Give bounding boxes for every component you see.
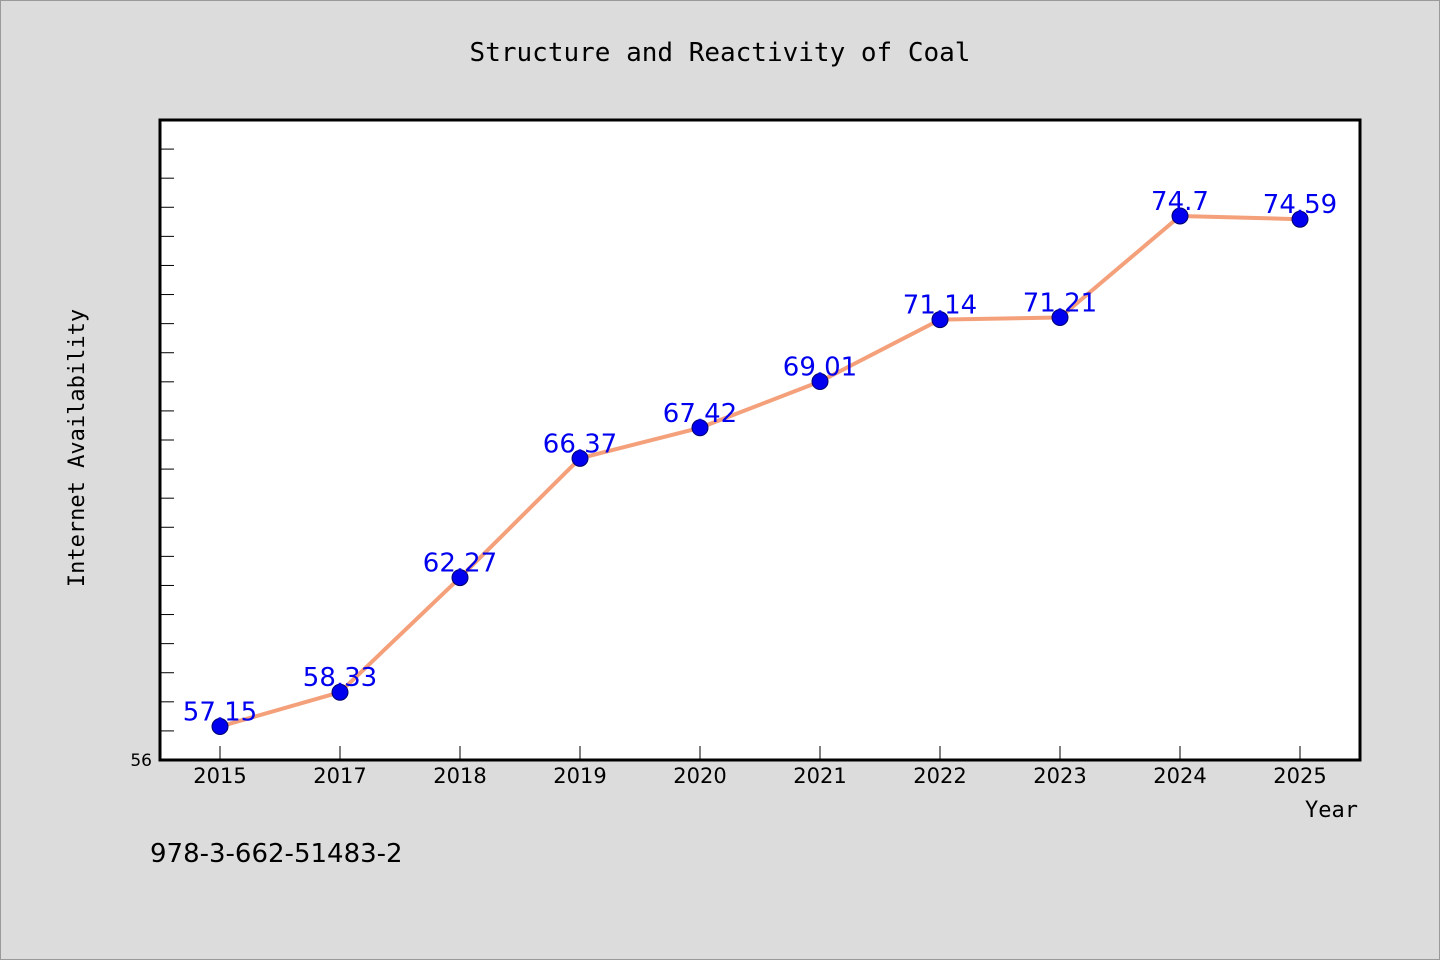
x-axis-label: Year [1305,798,1358,823]
series-line [219,214,1301,729]
y-axis-label: Internet Availability [65,309,90,587]
footer-code: 978-3-662-51483-2 [150,839,403,869]
x-tick-label: 2018 [433,764,486,788]
data-point [931,311,949,329]
data-label: 74.7 [1151,187,1209,217]
data-label: 57.15 [183,698,257,728]
y-axis-ticks [160,148,174,732]
x-axis-ticks [219,746,1301,760]
plot-frame [158,118,1362,762]
data-point [1291,210,1309,228]
x-tick-label: 2015 [193,764,246,788]
data-label: 58.33 [303,663,377,693]
data-point [811,373,829,391]
data-label: 62.27 [423,549,497,579]
x-tick-label: 2021 [793,764,846,788]
data-label: 74.59 [1263,190,1337,220]
data-point [571,449,589,467]
x-tick-label: 2019 [553,764,606,788]
x-tick-label: 2024 [1153,764,1206,788]
data-label: 71.21 [1023,289,1097,319]
x-tick-label: 2025 [1273,764,1326,788]
data-point [1171,207,1189,225]
data-labels: 57.15 58.33 62.27 66.37 67.42 69.01 71.14 71.21… [183,187,1337,728]
x-tick-labels: 2015 2017 2018 2019 2020 2021 2022 2023 2024 2025 [193,764,1326,788]
y-tick-labels: 56 [130,751,152,771]
x-tick-label: 2020 [673,764,726,788]
data-label: 66.37 [543,429,617,459]
data-point [1051,309,1069,327]
x-tick-label: 2022 [913,764,966,788]
data-label: 67.42 [663,399,737,429]
data-label: 69.01 [783,353,857,383]
data-point [331,683,349,701]
series-markers [211,207,1309,736]
x-tick-label: 2017 [313,764,366,788]
data-point [691,419,709,437]
data-point [451,569,469,587]
plot-area [160,120,1360,760]
y-tick-label: 56 [130,751,152,771]
chart-title: Structure and Reactivity of Coal [470,38,971,68]
data-point [211,718,229,736]
data-label: 71.14 [903,291,977,321]
x-tick-label: 2023 [1033,764,1086,788]
